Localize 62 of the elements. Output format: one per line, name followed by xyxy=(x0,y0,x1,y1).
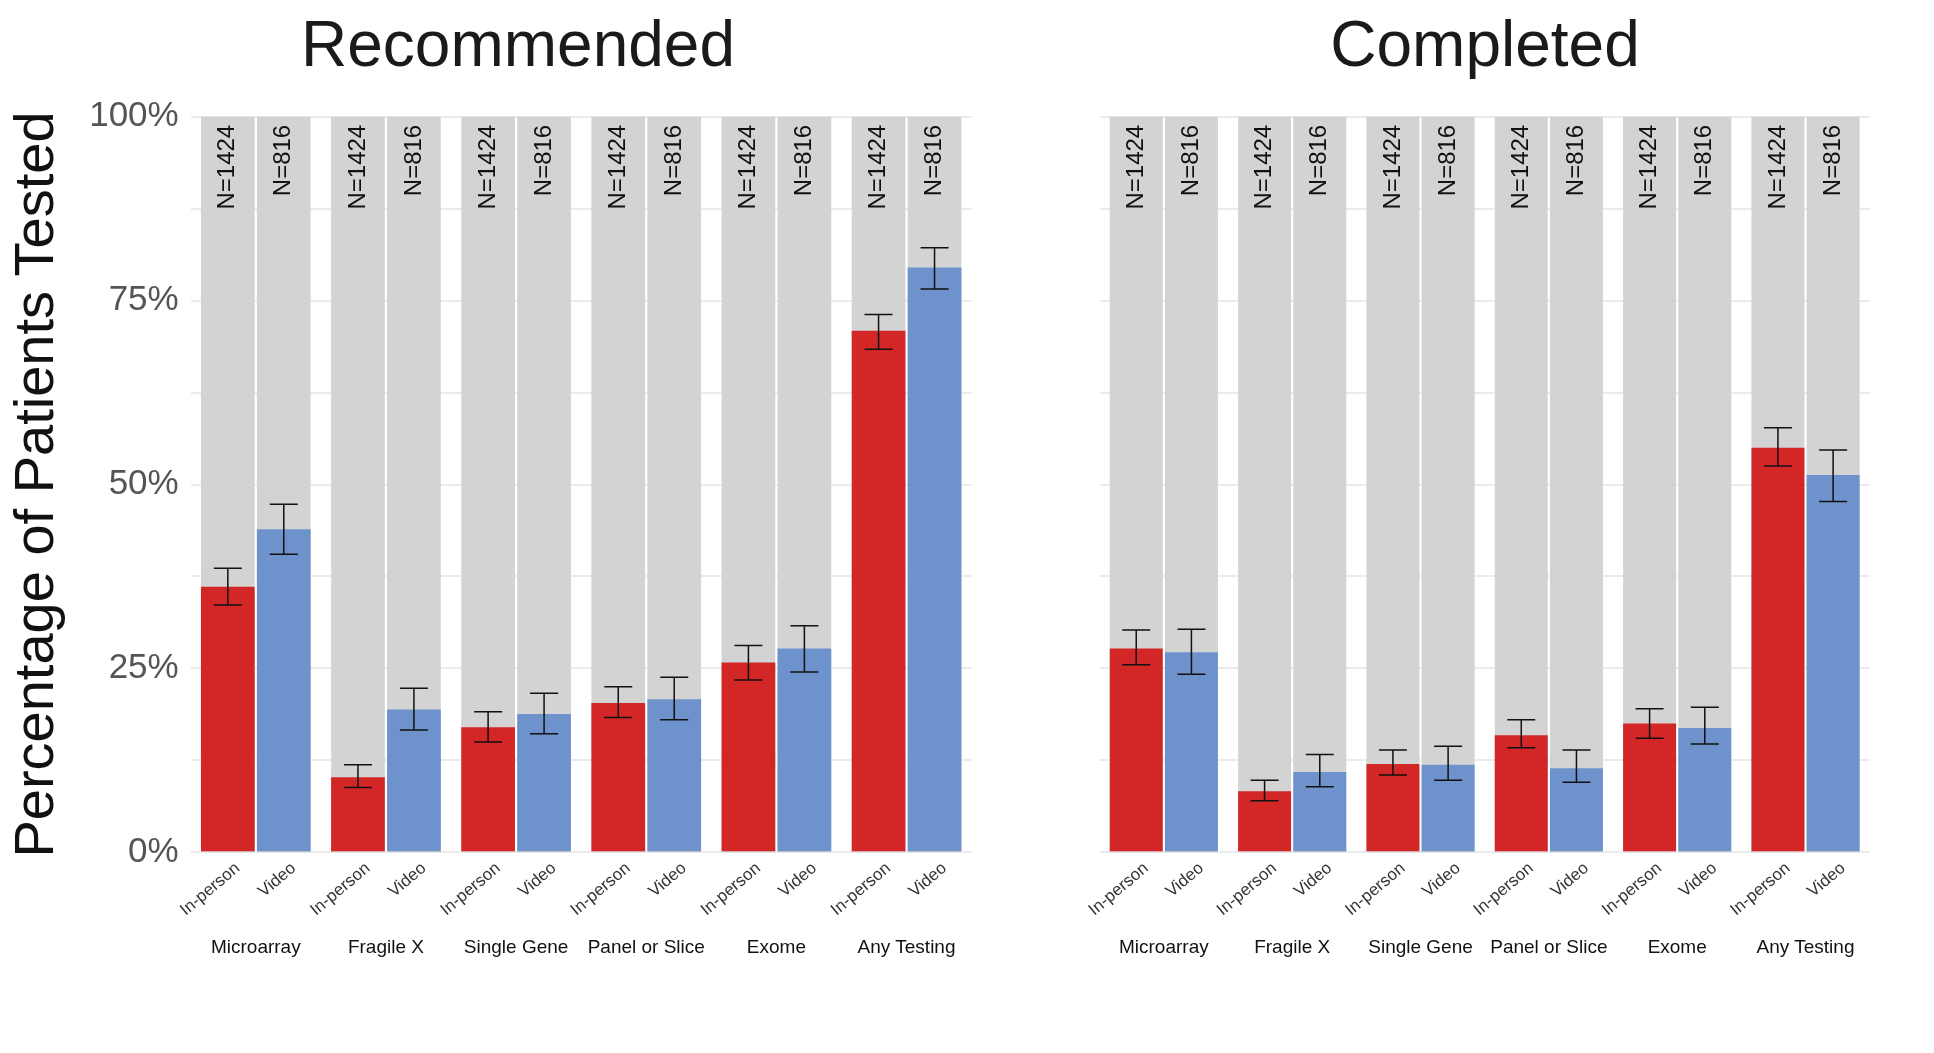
bar xyxy=(777,648,832,852)
annotation: N=1424 xyxy=(1505,124,1533,210)
bar xyxy=(1238,791,1292,852)
chart-title: Completed xyxy=(1330,8,1640,81)
bar xyxy=(461,727,515,852)
annotation: N=816 xyxy=(919,124,947,197)
chart-title: Recommended xyxy=(301,8,735,81)
x-tick-label: Panel or Slice xyxy=(1490,935,1608,957)
bar xyxy=(1164,652,1218,852)
annotation: N=1424 xyxy=(1634,124,1662,210)
bar xyxy=(517,713,571,852)
annotation: N=1424 xyxy=(863,124,891,210)
x-tick-label: Fragile X xyxy=(347,935,425,957)
bar xyxy=(647,699,702,852)
y-tick-label: 0% xyxy=(128,829,179,869)
x-tick-label: Single Gene xyxy=(1368,935,1473,957)
x-tick-label: Panel or Slice xyxy=(587,935,705,957)
annotation: N=1424 xyxy=(1762,124,1790,210)
y-axis-title: Percentage of Patients Tested xyxy=(2,111,66,858)
annotation: N=1424 xyxy=(1377,124,1405,210)
annotation: N=1424 xyxy=(472,124,500,210)
x-tick-label: Exome xyxy=(746,935,806,957)
bar xyxy=(1293,772,1347,852)
annotation: N=1424 xyxy=(1120,124,1148,210)
bar xyxy=(591,702,646,852)
annotation: N=1424 xyxy=(602,124,630,210)
annotation: N=816 xyxy=(1817,124,1845,197)
annotation: N=816 xyxy=(1432,124,1460,197)
annotation: N=1424 xyxy=(212,124,240,210)
bar xyxy=(331,777,385,852)
x-tick-label: Any Testing xyxy=(857,935,956,957)
bar xyxy=(387,709,441,852)
bar xyxy=(721,662,776,852)
annotation: N=816 xyxy=(1304,124,1332,197)
annotation: N=1424 xyxy=(733,124,761,210)
annotation: N=816 xyxy=(268,124,296,197)
annotation: N=816 xyxy=(1561,124,1589,197)
annotation: N=816 xyxy=(528,124,556,197)
bar xyxy=(1549,768,1603,852)
annotation: N=816 xyxy=(1689,124,1717,197)
x-tick-label: Microarray xyxy=(1118,935,1210,957)
y-tick-label: 75% xyxy=(108,278,179,318)
y-tick-label: 100% xyxy=(89,94,179,134)
annotation: N=1424 xyxy=(1249,124,1277,210)
y-tick-label: 25% xyxy=(108,646,179,686)
annotation: N=816 xyxy=(658,124,686,197)
x-tick-label: Single Gene xyxy=(463,935,569,957)
bar xyxy=(1623,723,1677,852)
bar xyxy=(1678,727,1732,852)
x-tick-label: Exome xyxy=(1647,935,1707,957)
x-tick-label: Microarray xyxy=(210,935,302,957)
annotation: N=816 xyxy=(398,124,426,197)
bar xyxy=(1421,764,1475,852)
x-tick-label: Any Testing xyxy=(1756,935,1855,957)
bar xyxy=(1366,763,1420,852)
bar xyxy=(1494,735,1548,852)
annotation: N=1424 xyxy=(342,124,370,210)
annotation: N=816 xyxy=(1176,124,1204,197)
x-tick-label: Fragile X xyxy=(1254,935,1331,957)
bar xyxy=(1109,648,1163,852)
y-tick-label: 50% xyxy=(108,462,179,502)
annotation: N=816 xyxy=(789,124,817,197)
